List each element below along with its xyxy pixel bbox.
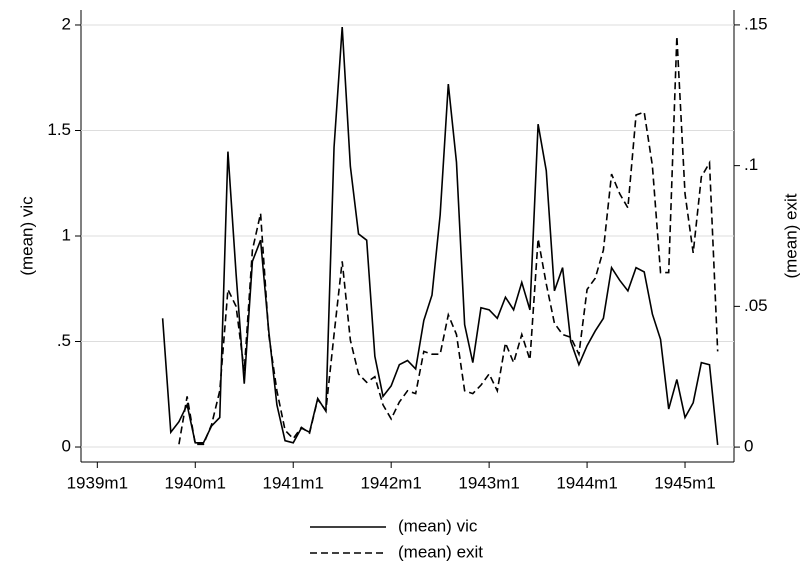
y-tick-label: .5 — [57, 331, 71, 350]
y2-tick-label: 0 — [744, 437, 753, 456]
y2-axis-label: (mean) exit — [781, 193, 800, 278]
y-tick-label: 2 — [62, 14, 71, 33]
y-tick-label: 1.5 — [47, 120, 71, 139]
x-tick-label: 1944m1 — [556, 473, 617, 492]
y-tick-label: 0 — [62, 437, 71, 456]
x-tick-label: 1943m1 — [458, 473, 519, 492]
y2-tick-label: .1 — [744, 155, 758, 174]
y2-tick-label: .15 — [744, 14, 768, 33]
x-tick-label: 1942m1 — [360, 473, 421, 492]
legend-label: (mean) exit — [398, 542, 483, 561]
x-tick-label: 1939m1 — [67, 473, 128, 492]
x-tick-label: 1945m1 — [654, 473, 715, 492]
y-tick-label: 1 — [62, 225, 71, 244]
y-axis-label: (mean) vic — [17, 196, 36, 276]
x-tick-label: 1940m1 — [165, 473, 226, 492]
legend-label: (mean) vic — [398, 516, 478, 535]
data-line — [178, 36, 719, 446]
x-tick-label: 1941m1 — [263, 473, 324, 492]
y2-tick-label: .05 — [744, 296, 768, 315]
data-line — [161, 27, 719, 445]
